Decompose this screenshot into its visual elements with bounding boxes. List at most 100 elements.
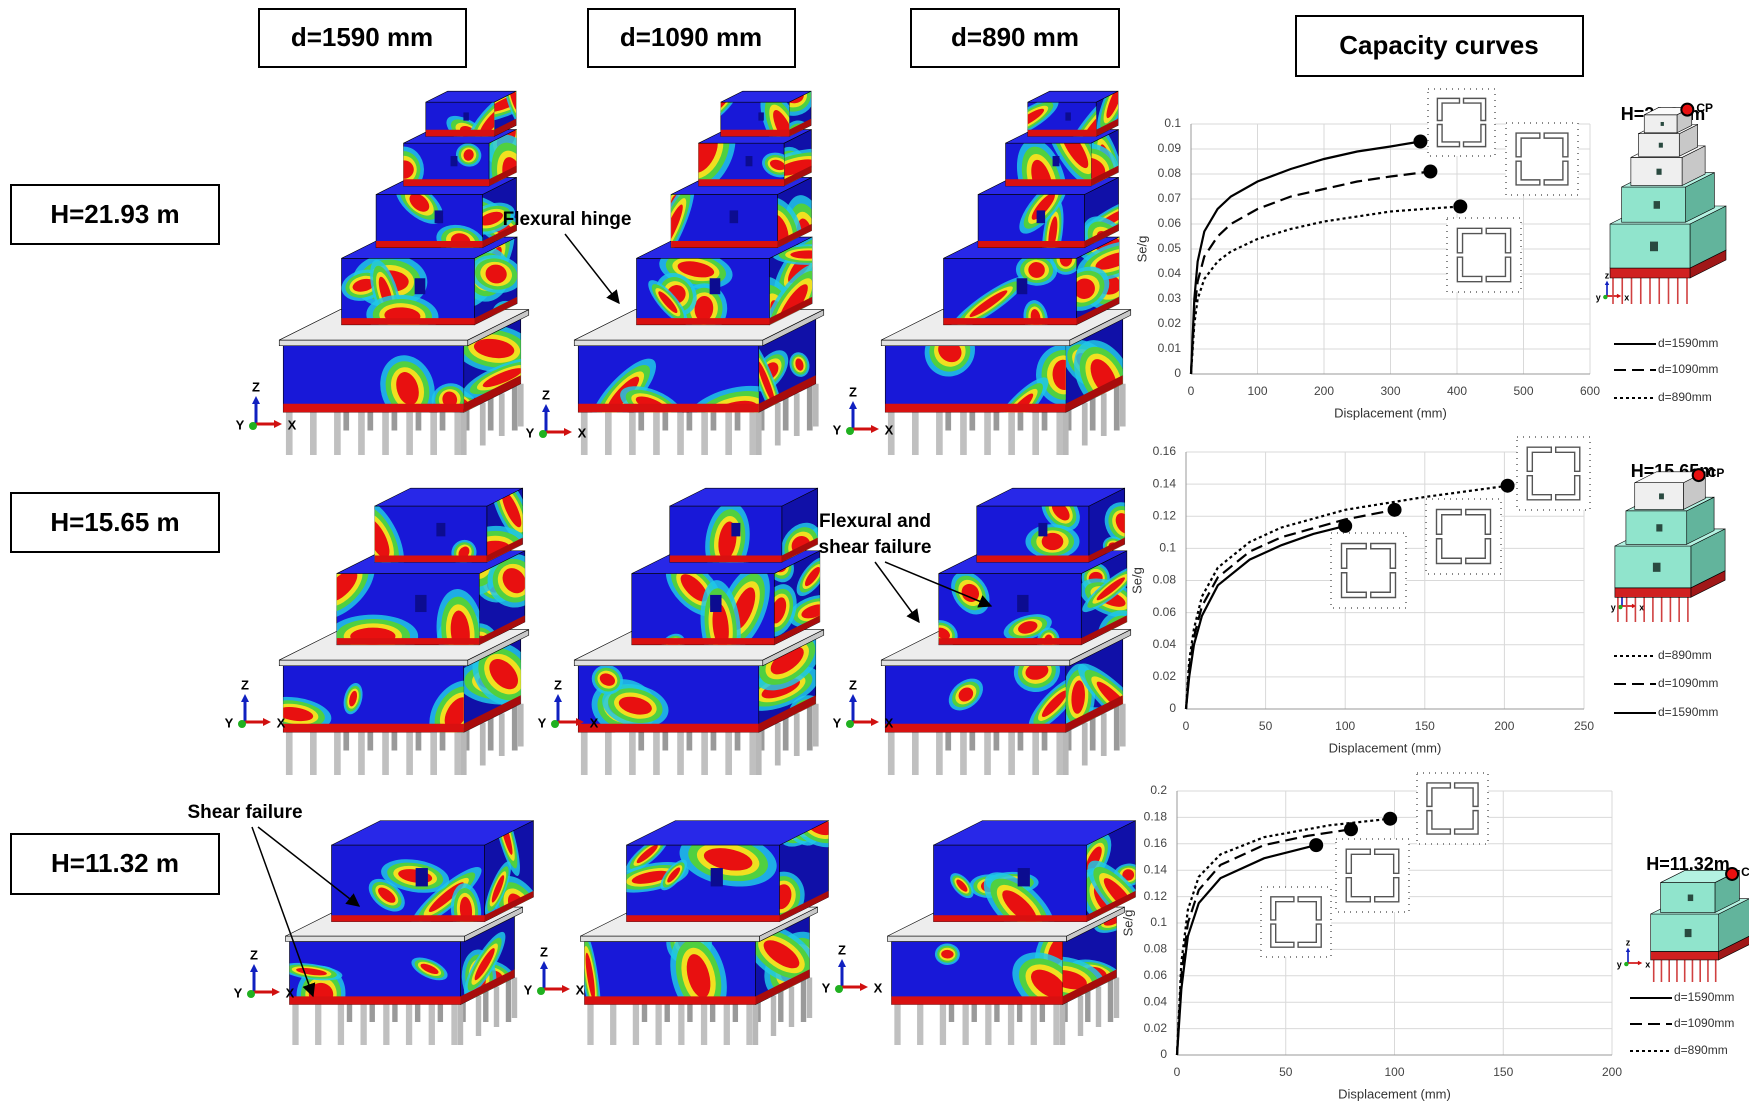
header: d=1590 mm bbox=[291, 22, 433, 52]
building-icon: CP bbox=[1615, 466, 1725, 622]
y-tick-label: 0.01 bbox=[1158, 341, 1182, 355]
cp-label: CP bbox=[1708, 466, 1725, 480]
fe-model bbox=[888, 821, 1161, 1045]
cross-section bbox=[1517, 437, 1590, 510]
y-tick-label: 0.05 bbox=[1158, 241, 1182, 255]
opening bbox=[758, 112, 763, 120]
triad-label: X bbox=[576, 982, 585, 997]
triad-label: Z bbox=[849, 384, 857, 399]
slab-band bbox=[585, 996, 756, 1004]
legend-label: d=890mm bbox=[1658, 648, 1712, 662]
slab-band bbox=[283, 404, 464, 413]
triad-label: X bbox=[277, 715, 286, 730]
y-axis-label: Se/g bbox=[1134, 236, 1149, 263]
triad-label: Z bbox=[241, 677, 249, 692]
end-point bbox=[1338, 519, 1352, 533]
triad-head bbox=[860, 983, 868, 991]
face bbox=[286, 936, 465, 941]
section-frame bbox=[1447, 218, 1521, 292]
y-tick-label: 0.02 bbox=[1153, 669, 1177, 683]
face bbox=[1635, 483, 1684, 510]
opening bbox=[1018, 868, 1030, 886]
icon-window bbox=[1656, 524, 1662, 531]
icon-window bbox=[1688, 895, 1693, 902]
x-tick-label: 0 bbox=[1174, 1065, 1181, 1079]
triad-label: Z bbox=[542, 387, 550, 402]
triad-head bbox=[241, 694, 249, 702]
x-tick-label: 200 bbox=[1314, 384, 1334, 398]
opening bbox=[730, 210, 739, 223]
triad-head bbox=[1638, 961, 1642, 965]
header: d=1090 mm bbox=[620, 22, 762, 52]
triad-head bbox=[554, 694, 562, 702]
legend-label: d=890mm bbox=[1658, 390, 1712, 404]
opening bbox=[1017, 278, 1028, 294]
triad-label: x bbox=[1624, 292, 1629, 302]
y-tick-label: 0.06 bbox=[1153, 605, 1177, 619]
cp-label: CP bbox=[1696, 101, 1713, 115]
x-tick-label: 50 bbox=[1259, 719, 1273, 733]
row-labels: H=21.93 m H=15.65 m H=11.32 m bbox=[11, 185, 219, 894]
cp-label: CP bbox=[1741, 865, 1749, 879]
triad-y bbox=[835, 985, 843, 993]
triad-label: Y bbox=[524, 982, 533, 997]
slab-band bbox=[892, 996, 1063, 1004]
y-tick-label: 0 bbox=[1160, 1047, 1167, 1061]
axis-triad: ZYX bbox=[526, 387, 587, 440]
face bbox=[581, 936, 760, 941]
opening bbox=[415, 595, 426, 612]
end-point bbox=[1344, 822, 1358, 836]
end-point bbox=[1501, 479, 1515, 493]
slab-band bbox=[578, 404, 759, 413]
opening bbox=[731, 523, 740, 536]
y-tick-label: 0.06 bbox=[1144, 968, 1168, 982]
triad-label: Y bbox=[538, 715, 547, 730]
x-tick-label: 200 bbox=[1494, 719, 1514, 733]
slab-band bbox=[637, 318, 770, 325]
opening bbox=[710, 278, 721, 294]
x-axis-label: Displacement (mm) bbox=[1329, 740, 1442, 755]
y-tick-label: 0.14 bbox=[1144, 862, 1168, 876]
triad-y bbox=[249, 422, 257, 430]
face bbox=[574, 660, 763, 666]
slab-band bbox=[1006, 179, 1091, 186]
chart: 00.020.040.060.080.10.120.140.160.180.20… bbox=[1120, 773, 1749, 1101]
x-tick-label: 400 bbox=[1447, 384, 1467, 398]
x-tick-label: 50 bbox=[1279, 1065, 1293, 1079]
slab-band bbox=[721, 130, 789, 137]
triad-head bbox=[849, 694, 857, 702]
face bbox=[1615, 588, 1691, 598]
building-icon: CP bbox=[1651, 865, 1749, 982]
x-tick-label: 100 bbox=[1247, 384, 1267, 398]
face bbox=[574, 340, 763, 346]
legend-label: d=1090mm bbox=[1674, 1016, 1734, 1030]
axis-triad: zyx bbox=[1617, 938, 1651, 970]
axis-triad: ZYX bbox=[524, 944, 585, 997]
triad-y bbox=[846, 427, 854, 435]
end-point bbox=[1413, 135, 1427, 149]
face bbox=[1610, 268, 1690, 278]
opening bbox=[710, 595, 721, 612]
y-tick-label: 0.02 bbox=[1158, 316, 1182, 330]
y-tick-label: 0.1 bbox=[1164, 116, 1181, 130]
building-icon: CP bbox=[1610, 101, 1726, 304]
fe-model bbox=[881, 59, 1163, 455]
opening bbox=[436, 523, 445, 536]
slab-band bbox=[426, 130, 494, 137]
triad-y bbox=[537, 987, 545, 995]
y-tick-label: 0.02 bbox=[1144, 1021, 1168, 1035]
fe-model bbox=[574, 488, 853, 775]
triad-label: Y bbox=[833, 422, 842, 437]
row-label: H=11.32 m bbox=[51, 848, 179, 878]
triad-y bbox=[551, 720, 559, 728]
y-tick-label: 0.04 bbox=[1144, 994, 1168, 1008]
legend-label: d=890mm bbox=[1674, 1043, 1728, 1057]
axis-triad: ZYX bbox=[225, 677, 286, 730]
slab-band bbox=[283, 724, 464, 733]
triad-y bbox=[1618, 605, 1622, 609]
legend-label: d=1090mm bbox=[1658, 676, 1718, 690]
slab-band bbox=[885, 724, 1066, 733]
header: d=890 mm bbox=[951, 22, 1079, 52]
row-label: H=21.93 m bbox=[50, 199, 179, 229]
